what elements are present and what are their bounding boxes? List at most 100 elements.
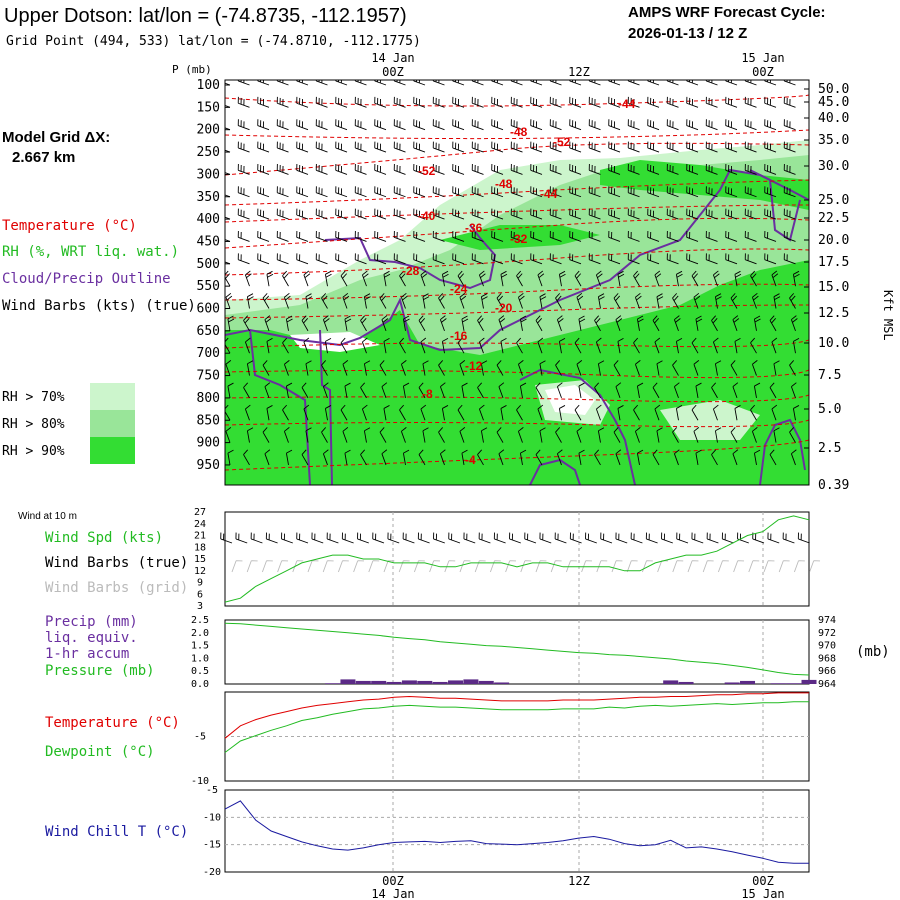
temperature-yticks: -5 -10 xyxy=(191,732,209,788)
wind-ytick-label: 24 xyxy=(194,519,206,530)
section-wind-barb xyxy=(276,119,289,131)
pressure-tick-label: 900 xyxy=(197,436,220,451)
section-wind-barb xyxy=(381,315,389,332)
wind-barb-grid xyxy=(277,560,289,573)
section-wind-barb xyxy=(574,270,582,287)
section-wind-barb xyxy=(257,231,270,242)
section-wind-barb xyxy=(549,96,562,108)
precip-bar xyxy=(663,680,679,684)
section-wind-barb xyxy=(558,405,566,421)
wind-barb-true xyxy=(524,532,537,544)
section-wind-barb xyxy=(569,163,582,175)
section-wind-barb xyxy=(594,315,601,332)
section-wind-barb xyxy=(363,293,371,309)
section-wind-barb xyxy=(439,382,446,399)
section-wind-barb xyxy=(732,382,739,399)
section-wind-barb xyxy=(569,253,582,265)
section-wind-barb xyxy=(647,186,660,198)
wind-barb-true xyxy=(478,532,491,544)
section-wind-barb xyxy=(549,163,562,175)
wind-barb-true xyxy=(615,532,628,544)
section-wind-barb xyxy=(792,405,800,421)
section-wind-barb xyxy=(471,96,484,108)
section-wind-barb xyxy=(227,382,234,398)
section-wind-barb xyxy=(666,253,679,265)
section-wind-barb xyxy=(432,80,445,86)
section-wind-barb xyxy=(491,119,504,131)
wind-barbs-section xyxy=(225,80,800,466)
section-wind-barb xyxy=(402,449,410,466)
section-wind-barb xyxy=(654,404,661,421)
section-wind-barb xyxy=(530,80,543,86)
section-wind-barb xyxy=(321,293,328,309)
wind-barb-true xyxy=(387,532,400,544)
section-wind-barb xyxy=(608,186,621,198)
model-grid-label: Model Grid ΔX: xyxy=(2,129,110,146)
section-wind-barb xyxy=(363,427,371,443)
section-wind-barb xyxy=(725,253,738,265)
wind-barb-grid xyxy=(763,560,775,573)
section-wind-barb xyxy=(452,80,465,86)
section-wind-barb xyxy=(608,96,621,108)
section-wind-barb xyxy=(285,382,293,398)
section-wind-barb xyxy=(276,186,289,198)
section-wind-barb xyxy=(283,427,290,443)
section-wind-barb xyxy=(393,96,406,108)
wind-barb-true xyxy=(539,532,552,544)
section-wind-barb xyxy=(413,208,426,220)
cloud-outline-3 xyxy=(249,329,311,485)
wind-barb-true xyxy=(326,532,339,544)
wind-ytick-label: 15 xyxy=(194,554,206,565)
section-wind-barb xyxy=(750,270,757,287)
section-wind-barb xyxy=(744,141,757,153)
section-wind-barb xyxy=(225,427,232,443)
section-wind-barb xyxy=(730,360,738,376)
height-tick-label: 25.0 xyxy=(818,193,849,208)
section-wind-barb xyxy=(595,270,603,287)
height-tick-label: 50.0 xyxy=(818,82,849,97)
section-wind-barb xyxy=(783,96,796,108)
section-wind-barb xyxy=(500,337,507,354)
wind-barb-grid xyxy=(809,560,821,573)
section-wind-barb xyxy=(633,337,640,354)
section-wind-barb xyxy=(764,186,777,198)
wind-barb-grid xyxy=(353,560,365,573)
section-wind-barb xyxy=(452,208,465,220)
section-wind-barb xyxy=(237,186,250,198)
section-wind-barb xyxy=(461,382,468,398)
cloud-outline-4 xyxy=(319,329,333,485)
section-wind-barb xyxy=(744,231,757,242)
wind-barb-grid xyxy=(261,560,273,573)
section-wind-barb xyxy=(402,382,410,398)
wind-barb-grid xyxy=(307,560,319,573)
wind-ytick-label: 18 xyxy=(194,542,206,553)
section-wind-barb xyxy=(634,292,642,309)
section-wind-barb xyxy=(732,449,739,466)
precip-ytick-label: 2.5 xyxy=(191,615,209,626)
section-wind-barb xyxy=(789,360,796,376)
section-wind-barb xyxy=(549,186,562,198)
section-wind-barb xyxy=(608,141,621,153)
wind-barbs-grid xyxy=(231,560,821,573)
section-wind-barb xyxy=(595,337,602,354)
section-wind-barb xyxy=(498,449,505,466)
section-wind-barb xyxy=(654,337,661,354)
section-wind-barb xyxy=(510,119,523,131)
wind-barb-true xyxy=(661,532,673,544)
section-wind-barb xyxy=(322,382,329,399)
section-wind-barb xyxy=(432,163,445,175)
section-wind-barb xyxy=(711,449,718,466)
height-axis-label: Kft MSL xyxy=(881,290,895,341)
section-wind-barb xyxy=(744,186,757,198)
section-wind-barb xyxy=(296,80,309,86)
section-wind-barb xyxy=(439,315,447,332)
precip-bars xyxy=(325,679,817,684)
wind-barb-true xyxy=(463,532,476,544)
section-wind-barb xyxy=(379,427,387,443)
pressure-label: Pressure (mb) xyxy=(45,663,155,679)
section-wind-barb xyxy=(422,427,429,443)
section-wind-barb xyxy=(725,80,738,86)
height-tick-label: 15.0 xyxy=(818,280,849,295)
section-wind-barb xyxy=(693,292,701,309)
section-wind-barb xyxy=(627,186,640,198)
